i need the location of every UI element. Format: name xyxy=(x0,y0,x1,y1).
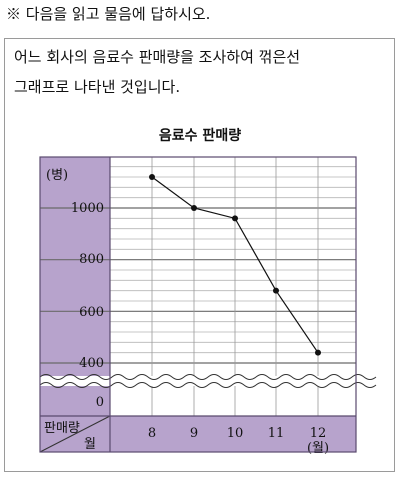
header-month-label: 월 xyxy=(84,437,96,452)
x-tick-label: 10 xyxy=(227,426,244,441)
data-point xyxy=(232,215,238,222)
description-text: 어느 회사의 음료수 판매량을 조사하여 꺾은선 그래프로 나타낸 것입니다. xyxy=(14,42,384,102)
y-tick-label: 800 xyxy=(79,252,104,267)
description-line-2: 그래프로 나타낸 것입니다. xyxy=(14,78,181,96)
data-point xyxy=(315,349,321,356)
y-tick-label: 0 xyxy=(96,395,104,410)
x-tick-label: 11 xyxy=(268,426,285,441)
axis-break-wave xyxy=(39,382,377,388)
x-axis-unit: (월) xyxy=(307,441,329,456)
header-sales-label: 판매량 xyxy=(44,421,80,436)
data-point xyxy=(191,205,197,211)
y-tick-label: 1000 xyxy=(71,201,104,216)
description-line-1: 어느 회사의 음료수 판매량을 조사하여 꺾은선 xyxy=(14,48,301,66)
header-diagonal xyxy=(39,415,111,453)
y-axis-unit: (병) xyxy=(46,168,68,183)
data-point xyxy=(149,174,155,180)
y-tick-label: 400 xyxy=(79,356,104,371)
chart-title: 음료수 판매량 xyxy=(158,128,242,144)
x-axis-panel xyxy=(110,416,356,452)
question-box xyxy=(4,38,395,472)
axis-break-wave xyxy=(39,374,377,380)
x-tick-label: 9 xyxy=(190,426,198,441)
y-axis-panel xyxy=(40,157,110,452)
data-point xyxy=(273,287,279,294)
x-tick-label: 8 xyxy=(148,426,156,441)
plot-border xyxy=(39,156,357,453)
axis-break-band xyxy=(40,376,356,386)
x-tick-label: 12 xyxy=(310,426,327,441)
y-tick-label: 600 xyxy=(79,305,104,320)
instruction-text: ※ 다음을 읽고 물음에 답하시오. xyxy=(6,5,211,23)
